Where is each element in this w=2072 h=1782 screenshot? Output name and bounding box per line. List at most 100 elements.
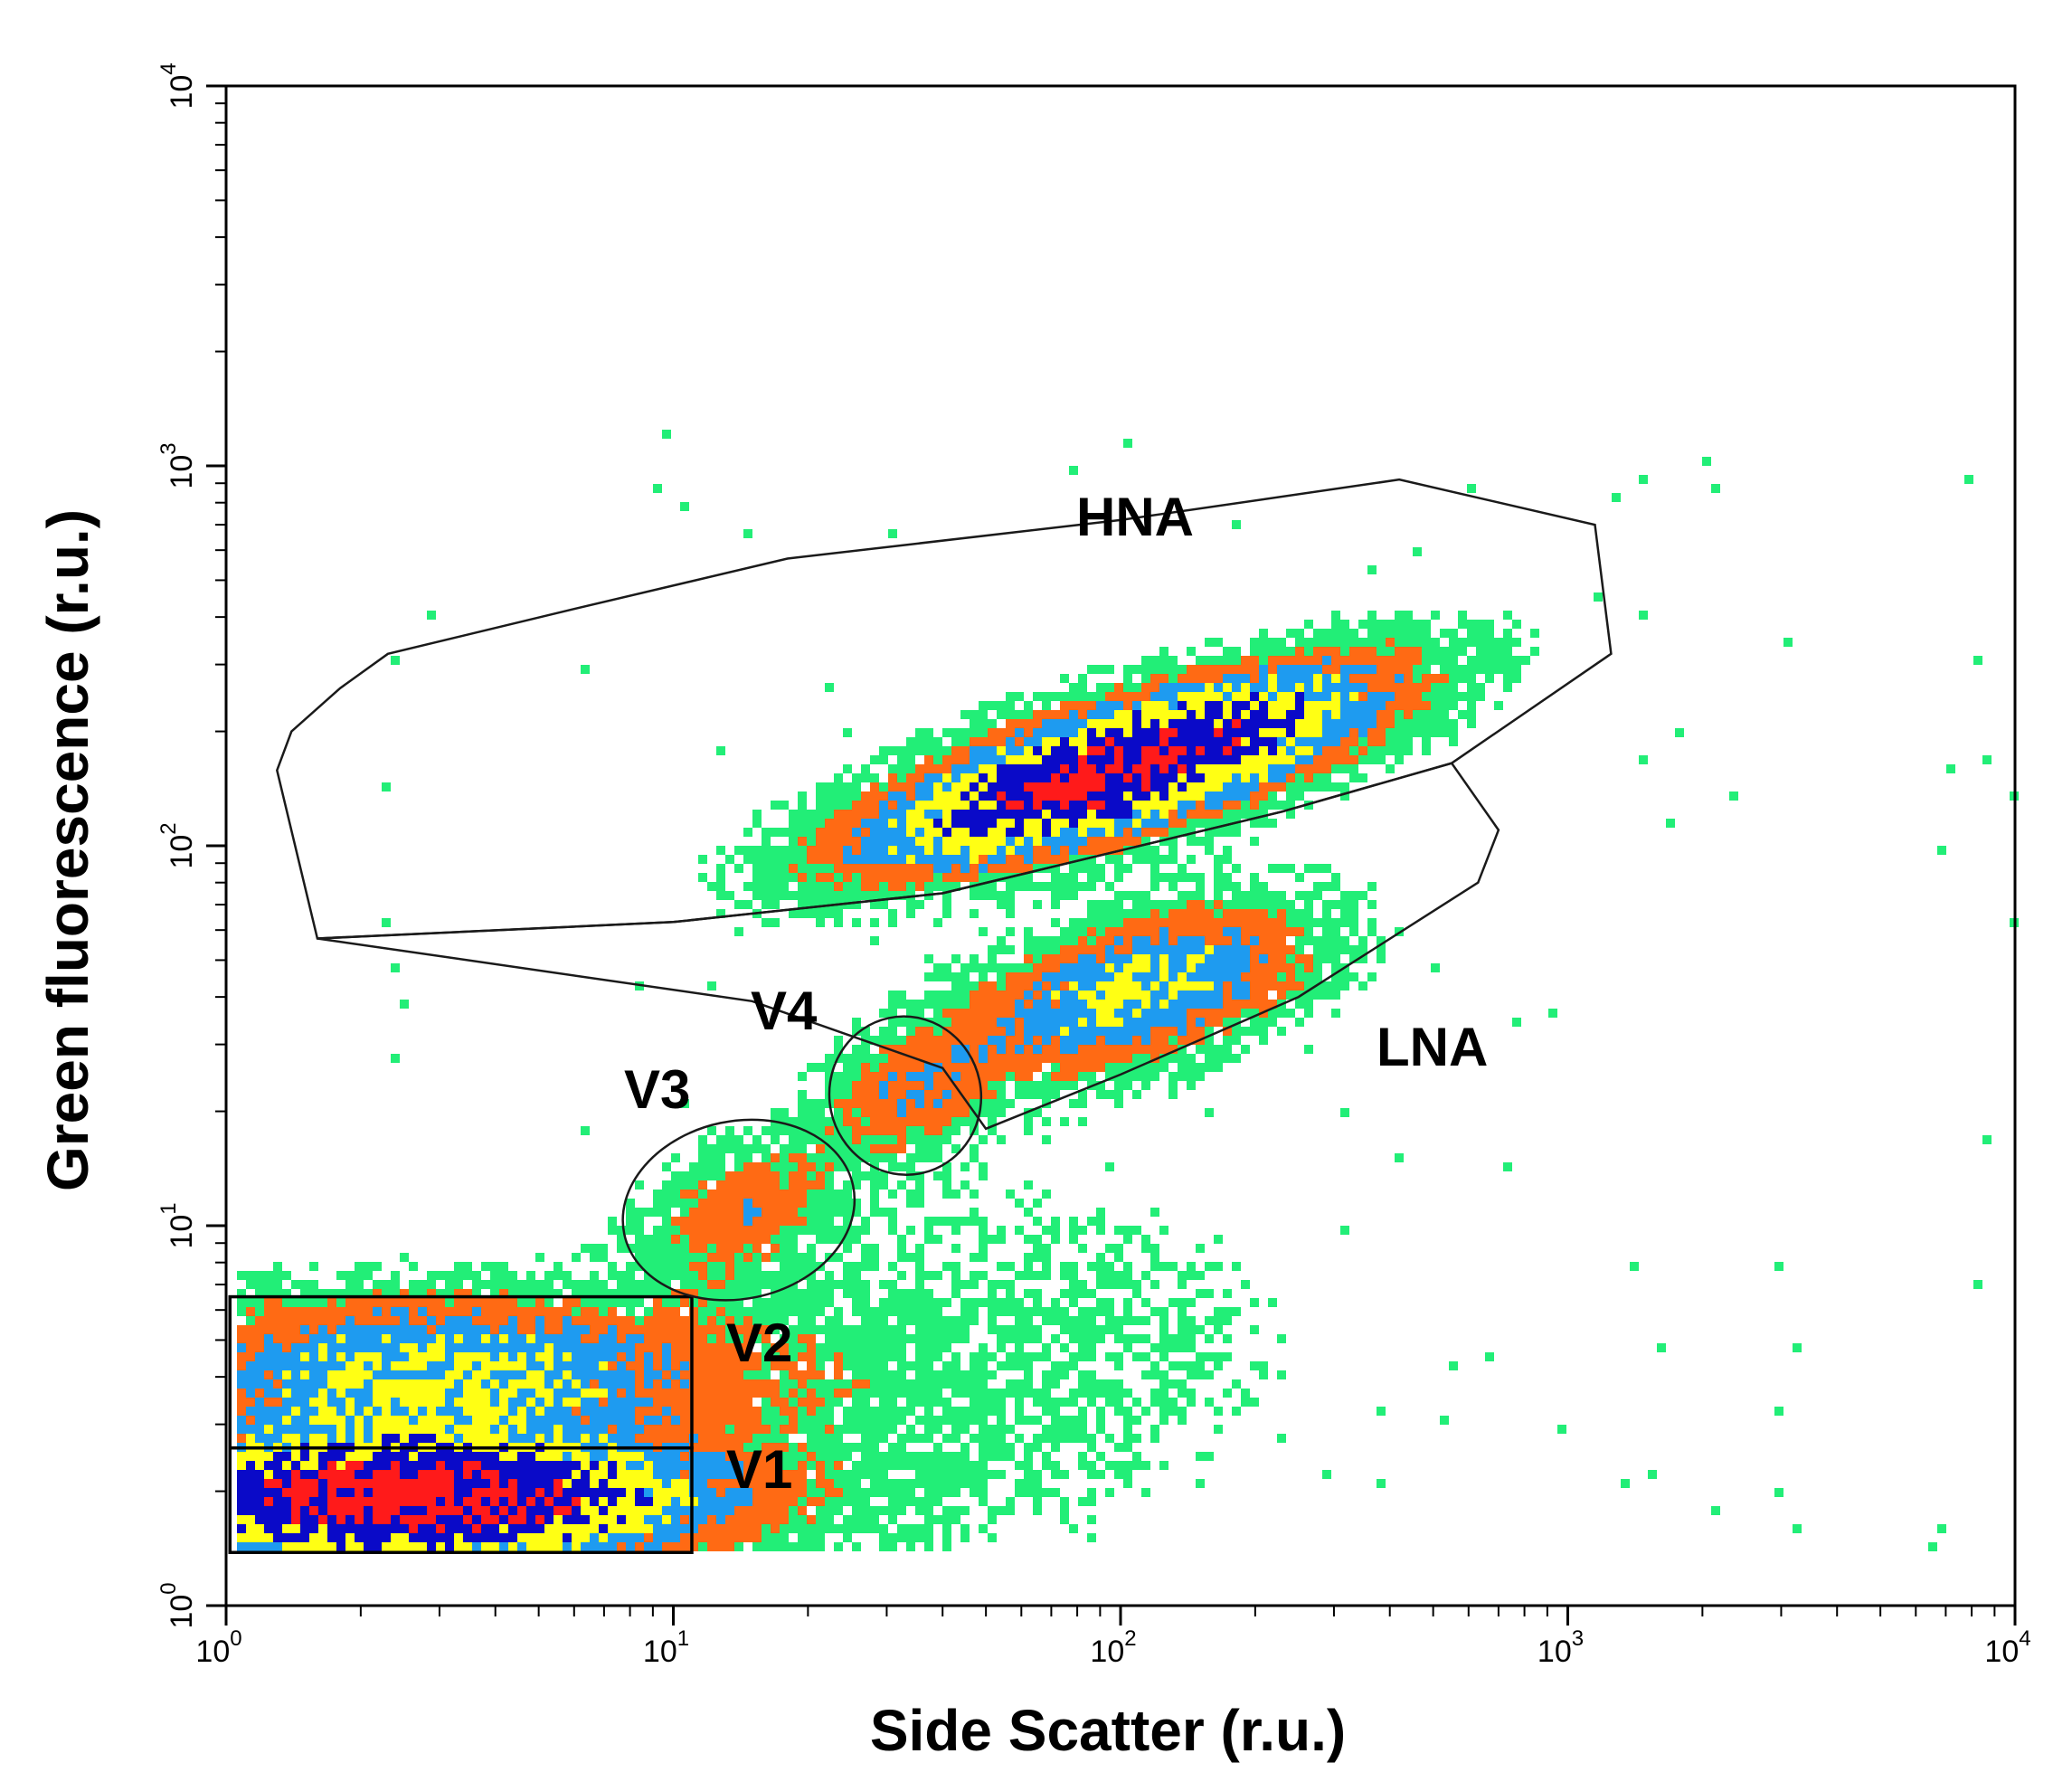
density-cell bbox=[1331, 728, 1340, 737]
density-cell bbox=[1259, 647, 1268, 656]
density-cell bbox=[933, 1271, 942, 1280]
density-cell bbox=[608, 1343, 617, 1352]
density-cell bbox=[463, 1307, 472, 1316]
density-cell bbox=[1485, 629, 1494, 638]
density-cell bbox=[743, 1443, 752, 1452]
density-cell bbox=[1168, 1036, 1178, 1045]
density-cell bbox=[1069, 1072, 1078, 1081]
density-cell bbox=[888, 1352, 897, 1361]
density-cell bbox=[689, 1244, 698, 1253]
density-cell bbox=[1033, 773, 1042, 782]
density-cell bbox=[1187, 746, 1196, 755]
density-cell bbox=[1033, 719, 1042, 728]
density-cell bbox=[979, 837, 988, 846]
density-cell bbox=[508, 1389, 517, 1398]
density-cell bbox=[843, 1054, 852, 1063]
density-cell bbox=[771, 801, 780, 810]
density-cell bbox=[1340, 701, 1349, 710]
density-cell bbox=[544, 1398, 553, 1407]
density-cell bbox=[1015, 846, 1024, 855]
density-cell bbox=[1485, 1352, 1494, 1361]
density-cell bbox=[1015, 1063, 1024, 1072]
density-cell bbox=[1232, 1407, 1241, 1416]
density-cell bbox=[1132, 855, 1141, 864]
density-cell bbox=[1196, 1018, 1205, 1027]
density-cell bbox=[798, 1271, 807, 1280]
density-cell bbox=[1114, 864, 1123, 873]
density-cell bbox=[1123, 746, 1132, 755]
density-cell bbox=[1096, 728, 1105, 737]
density-cell bbox=[1268, 1298, 1277, 1307]
density-cell bbox=[553, 1434, 563, 1443]
density-cell bbox=[843, 1425, 852, 1434]
density-cell bbox=[870, 1180, 879, 1190]
density-cell bbox=[988, 1352, 997, 1361]
density-cell bbox=[327, 1325, 336, 1334]
density-cell bbox=[897, 1253, 906, 1262]
density-cell bbox=[1404, 629, 1413, 638]
density-cell bbox=[653, 1253, 662, 1262]
density-cell bbox=[762, 882, 771, 891]
density-cell bbox=[870, 1072, 879, 1081]
density-cell bbox=[1069, 466, 1078, 475]
density-cell bbox=[1006, 1307, 1015, 1316]
density-cell bbox=[1096, 710, 1105, 719]
density-cell bbox=[436, 1316, 445, 1325]
density-cell bbox=[852, 918, 861, 927]
density-cell bbox=[1295, 629, 1304, 638]
density-cell bbox=[852, 1280, 861, 1289]
density-cell bbox=[1060, 1036, 1069, 1045]
density-cell bbox=[843, 1190, 852, 1199]
density-cell bbox=[382, 1316, 391, 1325]
density-cell bbox=[345, 1398, 355, 1407]
density-cell bbox=[798, 791, 807, 801]
density-cell bbox=[1123, 972, 1132, 981]
density-cell bbox=[1168, 837, 1178, 846]
density-cell bbox=[1178, 701, 1187, 710]
density-cell bbox=[1223, 683, 1232, 692]
density-cell bbox=[752, 855, 762, 864]
density-cell bbox=[1349, 755, 1358, 764]
density-cell bbox=[300, 1343, 309, 1352]
density-cell bbox=[906, 1361, 915, 1370]
density-cell bbox=[933, 846, 942, 855]
density-cell bbox=[789, 1235, 798, 1244]
density-cell bbox=[988, 855, 997, 864]
density-cell bbox=[852, 1180, 861, 1190]
density-cell bbox=[635, 1253, 644, 1262]
density-cell bbox=[807, 1108, 816, 1117]
density-cell bbox=[309, 1307, 318, 1316]
density-cell bbox=[942, 1054, 951, 1063]
density-cell bbox=[1060, 1361, 1069, 1370]
density-cell bbox=[1033, 1398, 1042, 1407]
density-cell bbox=[698, 1352, 707, 1361]
density-cell bbox=[454, 1425, 463, 1434]
density-cell bbox=[834, 1036, 843, 1045]
density-cell bbox=[816, 855, 825, 864]
density-cell bbox=[897, 1126, 906, 1135]
density-cell bbox=[237, 1407, 246, 1416]
density-cell bbox=[400, 1325, 409, 1334]
density-cell bbox=[1196, 1352, 1205, 1361]
density-cell bbox=[1196, 728, 1205, 737]
density-cell bbox=[1087, 1352, 1096, 1361]
density-cell bbox=[535, 1352, 544, 1361]
density-cell bbox=[544, 1307, 553, 1316]
density-cell bbox=[1123, 1262, 1132, 1271]
density-cell bbox=[1440, 629, 1449, 638]
density-cell bbox=[608, 1262, 617, 1271]
density-cell bbox=[798, 1171, 807, 1180]
density-cell bbox=[1268, 963, 1277, 972]
density-cell bbox=[970, 846, 979, 855]
density-cell bbox=[843, 1180, 852, 1190]
density-cell bbox=[825, 846, 834, 855]
density-cell bbox=[1205, 710, 1214, 719]
density-cell bbox=[825, 1343, 834, 1352]
density-cell bbox=[1413, 701, 1422, 710]
density-cell bbox=[816, 1063, 825, 1072]
density-cell bbox=[888, 764, 897, 773]
density-cell bbox=[1078, 1244, 1087, 1253]
density-cell bbox=[608, 1407, 617, 1416]
density-cell bbox=[942, 1171, 951, 1180]
density-cell bbox=[454, 1307, 463, 1316]
